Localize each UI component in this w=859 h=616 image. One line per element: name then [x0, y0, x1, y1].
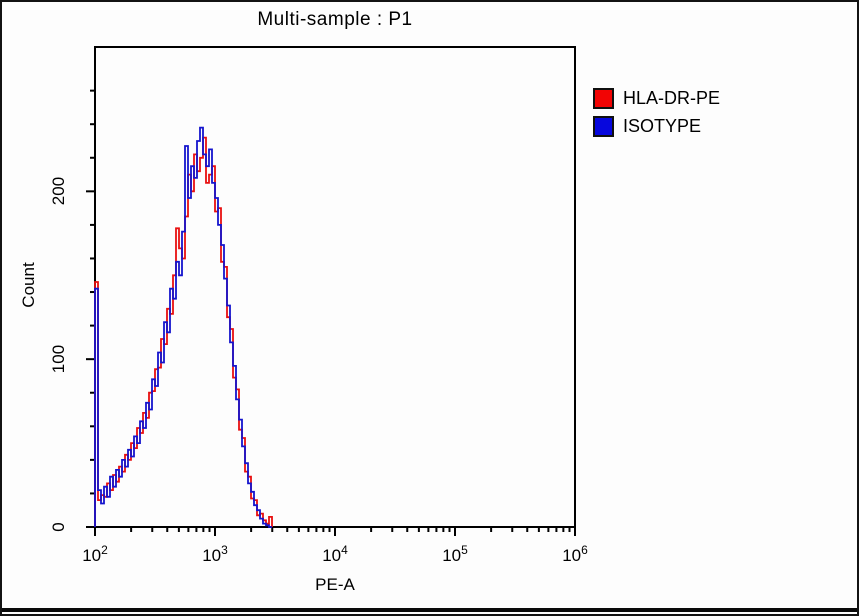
legend-row-hla-dr-pe: HLA-DR-PE: [593, 88, 720, 109]
legend-swatch-blue-icon: [593, 116, 614, 137]
x-tick-label: 106: [562, 543, 588, 565]
x-tick-label: 104: [322, 543, 348, 565]
legend-label: ISOTYPE: [623, 116, 702, 136]
legend-swatch-red-icon: [593, 88, 614, 109]
y-tick-label: 100: [49, 344, 68, 374]
legend-label: HLA-DR-PE: [623, 88, 721, 108]
histogram-trace-isotype: [94, 126, 272, 528]
chart-title: Multi-sample : P1: [257, 9, 413, 30]
y-axis-label: Count: [19, 262, 38, 308]
y-tick-label: 200: [49, 177, 68, 206]
y-tick-label: 0: [49, 522, 68, 532]
x-tick-label: 102: [82, 543, 108, 565]
legend: HLA-DR-PE ISOTYPE: [593, 88, 720, 144]
x-axis-label: PE-A: [315, 575, 355, 594]
legend-row-isotype: ISOTYPE: [593, 116, 720, 137]
x-tick-label: 105: [442, 543, 468, 565]
window-bottom-edge: [2, 608, 857, 612]
plot-border: [94, 46, 576, 528]
x-tick-label: 103: [202, 543, 228, 565]
